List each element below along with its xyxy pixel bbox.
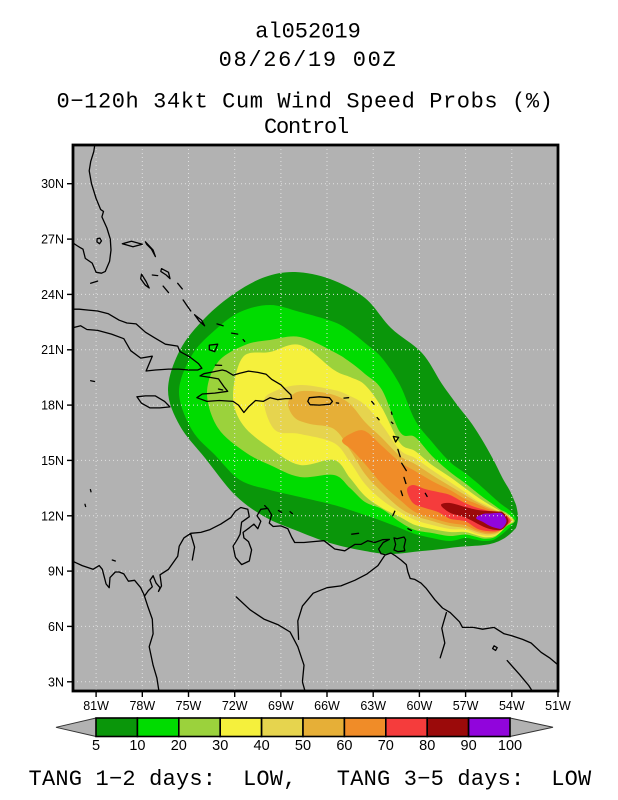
svg-text:30N: 30N bbox=[41, 177, 64, 191]
svg-text:5: 5 bbox=[92, 738, 100, 754]
svg-text:57W: 57W bbox=[453, 699, 479, 713]
svg-text:30: 30 bbox=[212, 738, 228, 754]
svg-text:51W: 51W bbox=[545, 699, 571, 713]
svg-text:81W: 81W bbox=[83, 699, 109, 713]
svg-text:al052019: al052019 bbox=[255, 20, 361, 45]
svg-text:08/26/19 00Z: 08/26/19 00Z bbox=[219, 48, 398, 73]
svg-text:63W: 63W bbox=[360, 699, 386, 713]
svg-text:9N: 9N bbox=[48, 565, 64, 579]
svg-text:24N: 24N bbox=[41, 288, 64, 302]
svg-text:90: 90 bbox=[461, 738, 477, 754]
svg-text:72W: 72W bbox=[222, 699, 248, 713]
svg-text:10: 10 bbox=[129, 738, 145, 754]
svg-text:70: 70 bbox=[378, 738, 394, 754]
svg-text:60: 60 bbox=[336, 738, 352, 754]
svg-text:54W: 54W bbox=[499, 699, 525, 713]
svg-text:3N: 3N bbox=[48, 675, 64, 689]
svg-text:78W: 78W bbox=[129, 699, 155, 713]
svg-text:27N: 27N bbox=[41, 233, 64, 247]
svg-text:12N: 12N bbox=[41, 509, 64, 523]
svg-text:100: 100 bbox=[498, 738, 522, 754]
svg-text:50: 50 bbox=[295, 738, 311, 754]
svg-text:75W: 75W bbox=[176, 699, 202, 713]
svg-text:40: 40 bbox=[254, 738, 270, 754]
svg-text:21N: 21N bbox=[41, 343, 64, 357]
svg-text:20: 20 bbox=[171, 738, 187, 754]
svg-text:66W: 66W bbox=[314, 699, 340, 713]
svg-text:TANG 1−2 days: LOW, TANG 3−: TANG 1−2 days: LOW, TANG 3−5 days: LOW bbox=[29, 767, 592, 792]
svg-text:18N: 18N bbox=[41, 399, 64, 413]
svg-text:15N: 15N bbox=[41, 454, 64, 468]
svg-text:80: 80 bbox=[419, 738, 435, 754]
svg-text:69W: 69W bbox=[268, 699, 294, 713]
svg-text:0−120h 34kt Cum Wind Speed Pro: 0−120h 34kt Cum Wind Speed Probs (%) bbox=[57, 90, 554, 115]
svg-text:60W: 60W bbox=[407, 699, 433, 713]
svg-text:6N: 6N bbox=[48, 620, 64, 634]
svg-text:Control: Control bbox=[264, 115, 348, 140]
